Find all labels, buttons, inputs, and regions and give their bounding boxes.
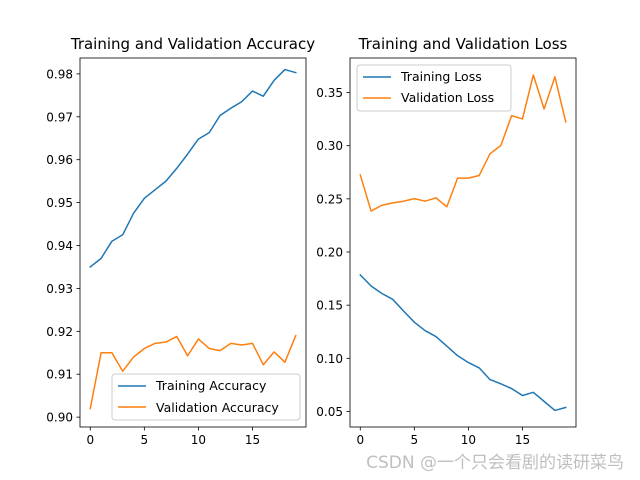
- accuracy-series-line-validation: [89, 334, 297, 410]
- loss-x-axis: 0 5 10 15: [356, 427, 530, 447]
- accuracy-series-line-training: [89, 68, 297, 269]
- loss-y-axis: 0.05 0.10 0.15 0.20 0.25 0.30 0.35: [316, 86, 350, 419]
- loss-y-tick-label: 0.25: [316, 192, 343, 206]
- accuracy-x-axis: 0 5 10 15: [86, 427, 260, 447]
- loss-series-lines: [359, 74, 567, 412]
- loss-y-tick-label: 0.30: [316, 139, 343, 153]
- loss-y-tick-label: 0.05: [316, 405, 343, 419]
- loss-x-tick-label: 0: [356, 433, 364, 447]
- loss-chart: Training and Validation Loss 0 5 10 15 0.05…: [316, 35, 577, 447]
- accuracy-x-tick-label: 15: [245, 433, 260, 447]
- legend-label-validation-loss: Validation Loss: [401, 90, 494, 105]
- legend-label-training-loss: Training Loss: [400, 69, 482, 84]
- accuracy-y-tick-label: 0.91: [46, 368, 73, 382]
- loss-x-tick-label: 15: [515, 433, 530, 447]
- accuracy-y-tick-label: 0.93: [46, 282, 73, 296]
- accuracy-y-axis: 0.90 0.91 0.92 0.93 0.94 0.95 0.96 0.97 0.98: [46, 67, 80, 425]
- loss-legend: Training Loss Validation Loss: [356, 64, 512, 112]
- accuracy-y-tick-label: 0.94: [46, 239, 73, 253]
- loss-x-tick-label: 10: [461, 433, 476, 447]
- legend-label-validation-accuracy: Validation Accuracy: [156, 400, 279, 415]
- accuracy-series-lines: [89, 68, 297, 410]
- accuracy-y-tick-label: 0.92: [46, 325, 73, 339]
- loss-series-line-training: [359, 273, 567, 412]
- loss-y-tick-label: 0.10: [316, 352, 343, 366]
- loss-y-tick-label: 0.20: [316, 246, 343, 260]
- accuracy-y-tick-label: 0.95: [46, 196, 73, 210]
- loss-chart-title: Training and Validation Loss: [358, 35, 568, 53]
- accuracy-x-tick-label: 5: [141, 433, 149, 447]
- accuracy-x-tick-label: 10: [191, 433, 206, 447]
- accuracy-plot-frame: [79, 57, 307, 428]
- accuracy-y-tick-label: 0.98: [46, 67, 73, 81]
- accuracy-chart: Training and Validation Accuracy 0 5 10 15 …: [46, 35, 315, 447]
- loss-plot-frame: [349, 57, 577, 428]
- watermark: CSDN @一个只会看剧的读研菜鸟: [366, 453, 624, 473]
- accuracy-chart-title: Training and Validation Accuracy: [70, 35, 315, 53]
- accuracy-y-tick-label: 0.90: [46, 411, 73, 425]
- accuracy-legend: Training Accuracy Validation Accuracy: [111, 373, 301, 421]
- loss-x-tick-label: 5: [411, 433, 419, 447]
- loss-legend-box: [356, 64, 512, 112]
- loss-y-tick-label: 0.15: [316, 299, 343, 313]
- accuracy-x-tick-label: 0: [86, 433, 94, 447]
- accuracy-legend-box: [111, 373, 301, 421]
- legend-label-training-accuracy: Training Accuracy: [155, 378, 267, 393]
- accuracy-y-tick-label: 0.96: [46, 153, 73, 167]
- loss-y-tick-label: 0.35: [316, 86, 343, 100]
- accuracy-y-tick-label: 0.97: [46, 110, 73, 124]
- loss-series-line-validation: [359, 74, 567, 212]
